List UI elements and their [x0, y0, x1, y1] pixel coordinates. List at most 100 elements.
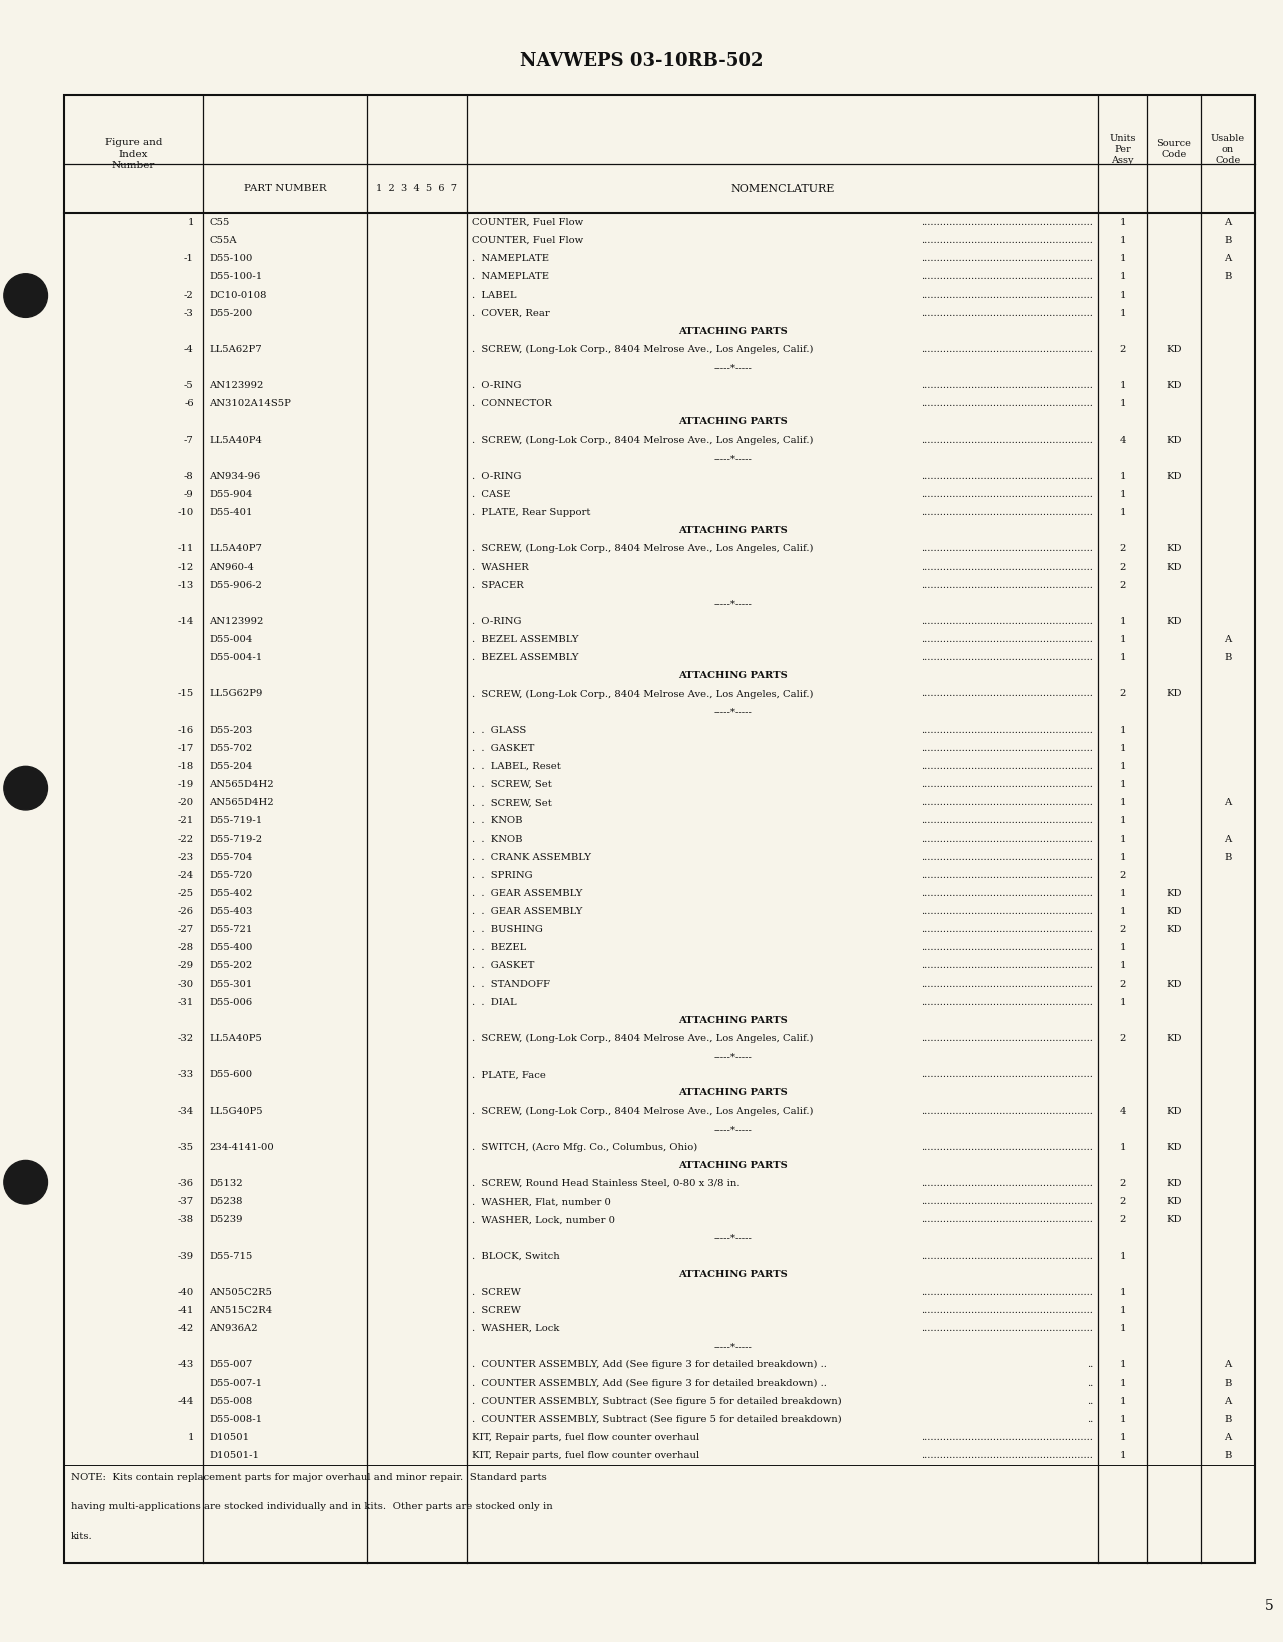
Text: .  PLATE, Face: . PLATE, Face: [472, 1071, 547, 1079]
Text: .......................................................: ........................................…: [921, 255, 1093, 263]
Text: -30: -30: [177, 980, 194, 988]
Text: .......................................................: ........................................…: [921, 545, 1093, 553]
Text: 5: 5: [1265, 1599, 1274, 1612]
Text: 1: 1: [1119, 944, 1126, 952]
Text: 1: 1: [1119, 816, 1126, 826]
Text: .......................................................: ........................................…: [921, 944, 1093, 952]
Text: -10: -10: [177, 507, 194, 517]
Text: -43: -43: [177, 1361, 194, 1369]
Text: -18: -18: [177, 762, 194, 772]
Text: .......................................................: ........................................…: [921, 236, 1093, 245]
Text: 1: 1: [1119, 744, 1126, 754]
Text: 1  2  3  4  5  6  7: 1 2 3 4 5 6 7: [376, 184, 458, 194]
Text: D55-720: D55-720: [209, 870, 253, 880]
Text: 1: 1: [1119, 291, 1126, 299]
Text: .  WASHER, Lock: . WASHER, Lock: [472, 1323, 559, 1333]
Text: 1: 1: [1119, 1433, 1126, 1442]
Text: 234-4141-00: 234-4141-00: [209, 1143, 273, 1151]
Text: D5239: D5239: [209, 1215, 242, 1225]
Text: 2: 2: [1120, 870, 1125, 880]
Text: 1: 1: [1119, 399, 1126, 409]
Text: .  .  GEAR ASSEMBLY: . . GEAR ASSEMBLY: [472, 888, 582, 898]
Text: LL5A40P7: LL5A40P7: [209, 545, 262, 553]
Text: .......................................................: ........................................…: [921, 1107, 1093, 1115]
Text: .  .  SCREW, Set: . . SCREW, Set: [472, 798, 552, 808]
Text: NAVWEPS 03-10RB-502: NAVWEPS 03-10RB-502: [520, 53, 763, 69]
Text: .  COUNTER ASSEMBLY, Add (See figure 3 for detailed breakdown) ..: . COUNTER ASSEMBLY, Add (See figure 3 fo…: [472, 1379, 828, 1387]
Text: A: A: [1224, 635, 1232, 644]
Text: .  .  DIAL: . . DIAL: [472, 998, 517, 1007]
Text: D55-100-1: D55-100-1: [209, 273, 263, 281]
Text: 1: 1: [1119, 834, 1126, 844]
Text: .  SCREW: . SCREW: [472, 1287, 521, 1297]
Text: -16: -16: [177, 726, 194, 734]
Text: D55-007: D55-007: [209, 1361, 253, 1369]
Text: .......................................................: ........................................…: [921, 980, 1093, 988]
Text: KD: KD: [1166, 690, 1182, 698]
Text: LL5A40P5: LL5A40P5: [209, 1034, 262, 1043]
Text: .......................................................: ........................................…: [921, 726, 1093, 734]
Text: 1: 1: [1119, 998, 1126, 1007]
Text: 1: 1: [1119, 507, 1126, 517]
Text: NOMENCLATURE: NOMENCLATURE: [730, 184, 835, 194]
Text: 2: 2: [1120, 1034, 1125, 1043]
Text: 1: 1: [1119, 1251, 1126, 1261]
Text: A: A: [1224, 798, 1232, 808]
Text: 1: 1: [1119, 906, 1126, 916]
Text: KD: KD: [1166, 563, 1182, 571]
Text: .......................................................: ........................................…: [921, 345, 1093, 355]
Text: 1: 1: [187, 218, 194, 227]
Text: .  WASHER, Flat, number 0: . WASHER, Flat, number 0: [472, 1197, 611, 1207]
Text: KD: KD: [1166, 545, 1182, 553]
Text: 1: 1: [1119, 1305, 1126, 1315]
Text: A: A: [1224, 255, 1232, 263]
Text: .......................................................: ........................................…: [921, 1034, 1093, 1043]
Text: KD: KD: [1166, 1107, 1182, 1115]
Text: D55-004: D55-004: [209, 635, 253, 644]
Text: .  WASHER: . WASHER: [472, 563, 529, 571]
Text: -35: -35: [177, 1143, 194, 1151]
Text: COUNTER, Fuel Flow: COUNTER, Fuel Flow: [472, 236, 584, 245]
Text: 1: 1: [1119, 726, 1126, 734]
Text: D55-402: D55-402: [209, 888, 253, 898]
Text: .......................................................: ........................................…: [921, 399, 1093, 409]
Text: .......................................................: ........................................…: [921, 690, 1093, 698]
Text: .......................................................: ........................................…: [921, 852, 1093, 862]
Text: .......................................................: ........................................…: [921, 870, 1093, 880]
Text: .  SCREW: . SCREW: [472, 1305, 521, 1315]
Text: KD: KD: [1166, 1179, 1182, 1189]
Text: .......................................................: ........................................…: [921, 471, 1093, 481]
Text: -----*-----: -----*-----: [713, 708, 752, 716]
Text: D55-600: D55-600: [209, 1071, 253, 1079]
Text: .  SCREW, (Long-Lok Corp., 8404 Melrose Ave., Los Angeles, Calif.): . SCREW, (Long-Lok Corp., 8404 Melrose A…: [472, 345, 813, 355]
Text: AN515C2R4: AN515C2R4: [209, 1305, 272, 1315]
Text: 2: 2: [1120, 545, 1125, 553]
Text: .  COUNTER ASSEMBLY, Subtract (See figure 5 for detailed breakdown): . COUNTER ASSEMBLY, Subtract (See figure…: [472, 1397, 842, 1406]
Text: .  CONNECTOR: . CONNECTOR: [472, 399, 552, 409]
Text: AN565D4H2: AN565D4H2: [209, 798, 273, 808]
Text: 1: 1: [1119, 888, 1126, 898]
Text: AN123992: AN123992: [209, 381, 263, 391]
Text: 1: 1: [1119, 617, 1126, 626]
Text: KIT, Repair parts, fuel flow counter overhaul: KIT, Repair parts, fuel flow counter ove…: [472, 1452, 699, 1460]
Text: 1: 1: [1119, 255, 1126, 263]
Text: -----*-----: -----*-----: [713, 1125, 752, 1133]
Text: .  NAMEPLATE: . NAMEPLATE: [472, 273, 549, 281]
Text: -23: -23: [177, 852, 194, 862]
Text: AN565D4H2: AN565D4H2: [209, 780, 273, 790]
Text: .  SPACER: . SPACER: [472, 581, 523, 589]
Text: .......................................................: ........................................…: [921, 780, 1093, 790]
Text: .......................................................: ........................................…: [921, 888, 1093, 898]
Text: AN123992: AN123992: [209, 617, 263, 626]
Text: A: A: [1224, 218, 1232, 227]
Text: .  SCREW, Round Head Stainless Steel, 0-80 x 3/8 in.: . SCREW, Round Head Stainless Steel, 0-8…: [472, 1179, 739, 1189]
Text: -12: -12: [177, 563, 194, 571]
Text: -25: -25: [177, 888, 194, 898]
Text: NOTE:  Kits contain replacement parts for major overhaul and minor repair.  Stan: NOTE: Kits contain replacement parts for…: [71, 1473, 547, 1481]
Text: KD: KD: [1166, 924, 1182, 934]
Text: .  LABEL: . LABEL: [472, 291, 517, 299]
Text: .  COVER, Rear: . COVER, Rear: [472, 309, 550, 317]
Text: .......................................................: ........................................…: [921, 906, 1093, 916]
Text: .  .  GASKET: . . GASKET: [472, 744, 535, 754]
Text: D55-100: D55-100: [209, 255, 253, 263]
